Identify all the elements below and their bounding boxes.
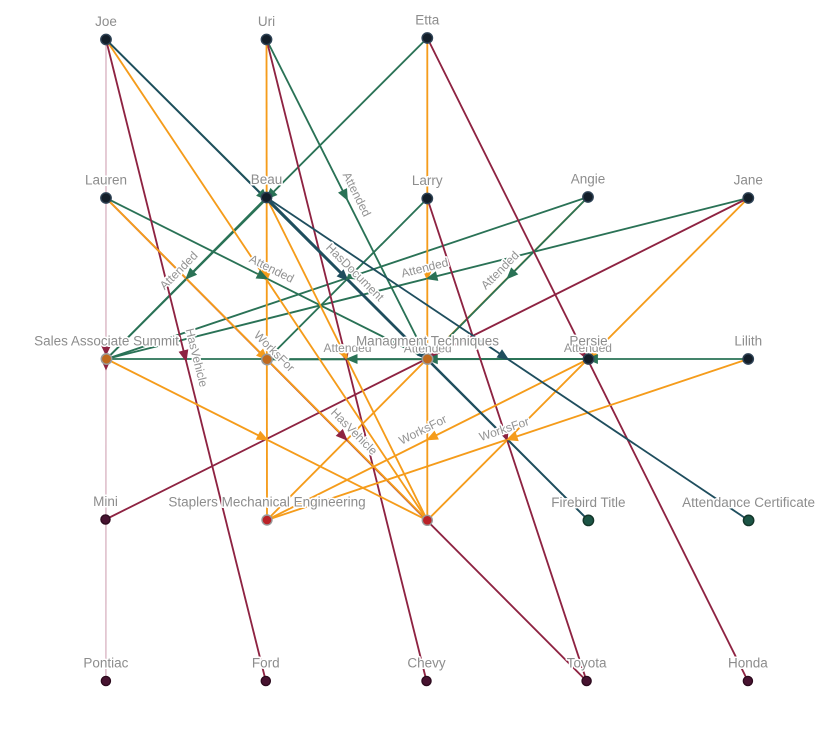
svg-text:Attended: Attended (323, 341, 371, 355)
svg-text:Pontiac: Pontiac (83, 656, 128, 671)
svg-text:Uri: Uri (258, 14, 275, 29)
svg-text:Jane: Jane (734, 173, 763, 188)
svg-text:Angie: Angie (571, 172, 606, 187)
svg-text:Attended: Attended (404, 341, 452, 355)
svg-text:Lauren: Lauren (85, 173, 127, 188)
svg-text:Staplers Mechanical Engineerin: Staplers Mechanical Engineering (168, 495, 365, 510)
svg-text:Honda: Honda (728, 656, 768, 671)
svg-text:Sales Associate Summit: Sales Associate Summit (34, 334, 179, 349)
svg-text:Mini: Mini (93, 494, 118, 509)
svg-text:Ford: Ford (252, 656, 280, 671)
svg-text:Attendance Certificate: Attendance Certificate (682, 495, 815, 510)
svg-text:Firebird Title: Firebird Title (551, 495, 625, 510)
svg-text:Chevy: Chevy (407, 656, 446, 671)
svg-text:Managment Techniques: Managment Techniques (356, 334, 499, 349)
svg-text:Lilith: Lilith (734, 334, 762, 349)
svg-text:Toyota: Toyota (567, 656, 607, 671)
svg-text:Attended: Attended (564, 341, 612, 355)
svg-text:Joe: Joe (95, 14, 117, 29)
svg-text:Persie: Persie (569, 334, 607, 349)
svg-text:Beau: Beau (251, 172, 283, 187)
svg-text:Larry: Larry (412, 173, 443, 188)
svg-text:Etta: Etta (415, 13, 440, 28)
